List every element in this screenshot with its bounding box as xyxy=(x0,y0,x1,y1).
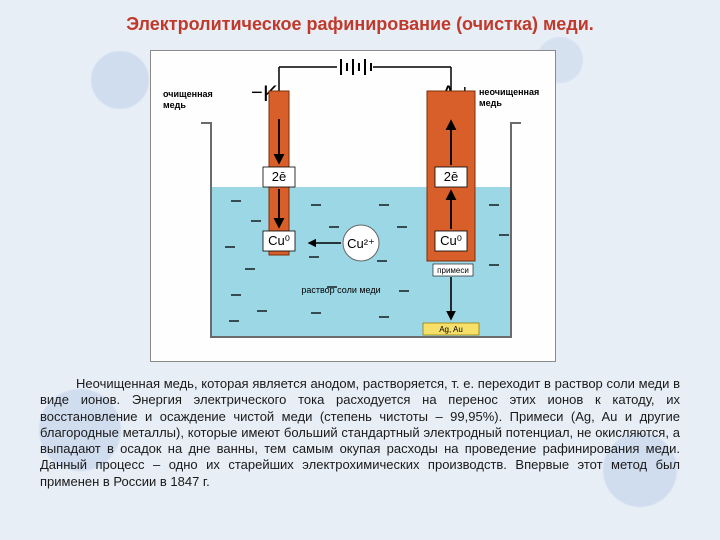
svg-text:Cu⁰: Cu⁰ xyxy=(440,233,462,248)
battery-wires xyxy=(279,59,451,91)
svg-text:Ag, Au: Ag, Au xyxy=(439,325,463,334)
svg-text:примеси: примеси xyxy=(437,266,469,275)
paragraph-text: Неочищенная медь, которая является анодо… xyxy=(40,376,680,489)
cathode-side-label: очищенная медь xyxy=(163,89,215,110)
electrolysis-diagram: − K A + очищенная медь неочищенная медь xyxy=(150,50,556,362)
solution-label: раствор соли меди xyxy=(301,285,380,295)
svg-text:Cu²⁺: Cu²⁺ xyxy=(347,236,375,251)
svg-text:2ē: 2ē xyxy=(272,169,286,184)
explanation-paragraph: Неочищенная медь, которая является анодо… xyxy=(40,376,680,490)
sludge: Ag, Au xyxy=(423,323,479,335)
anode-side-label: неочищенная медь xyxy=(479,87,542,108)
ion: Cu²⁺ xyxy=(343,225,379,261)
svg-text:2ē: 2ē xyxy=(444,169,458,184)
page-title: Электролитическое рафинирование (очистка… xyxy=(0,14,720,35)
cathode-sign: − xyxy=(251,82,263,104)
svg-text:Cu⁰: Cu⁰ xyxy=(268,233,290,248)
